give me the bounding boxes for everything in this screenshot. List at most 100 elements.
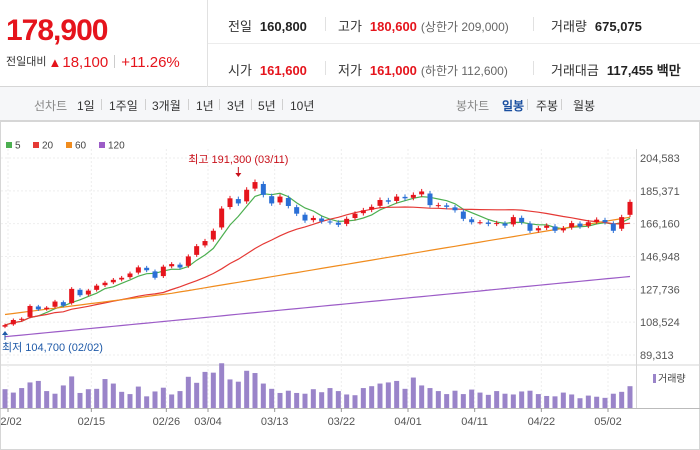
candle-body (169, 264, 175, 267)
volume-bar (110, 383, 116, 408)
stat-divider (533, 61, 534, 75)
volume-bar (60, 385, 66, 408)
candle-body (627, 201, 633, 215)
volume-bar (385, 382, 391, 408)
candle-body (444, 205, 450, 207)
candle-body (127, 273, 133, 278)
volume-bar (560, 392, 566, 408)
candle-body (144, 267, 150, 271)
x-tick-label: 02/02 (0, 416, 22, 428)
low-annotation: 최저 104,700 (02/02) (2, 341, 103, 354)
x-tick-label: 02/15 (78, 416, 106, 428)
volume-bar (352, 395, 358, 408)
toolbar-divider (188, 99, 189, 110)
candle-body (202, 241, 208, 246)
volume-bar (427, 388, 433, 408)
legend-swatch (33, 142, 39, 148)
y-tick-label: 108,524 (640, 317, 680, 329)
open-value: 161,600 (259, 63, 307, 78)
open-label: 시가 (228, 63, 252, 78)
candle-body (260, 183, 266, 195)
ma120-line (4, 275, 631, 338)
candle-body (177, 264, 183, 268)
volume-bar (394, 380, 400, 408)
candlestick-chart[interactable]: 204,583 185,371 166,160 146,948 127,736 108,5… (0, 121, 700, 450)
period-1day[interactable]: 1일 (77, 99, 95, 113)
volume-bar (585, 395, 591, 408)
volume-bar (27, 382, 33, 408)
high-label: 고가 (338, 19, 362, 34)
candle-body (294, 207, 300, 214)
volume-bar (452, 390, 458, 408)
legend-swatch (99, 142, 105, 148)
period-3month[interactable]: 3개월 (152, 99, 181, 113)
candle-weekly[interactable]: 주봉 (536, 99, 559, 113)
candle-body (469, 219, 475, 223)
volume-bar (302, 393, 308, 408)
candle-body (285, 198, 291, 206)
volume-bar (252, 373, 258, 408)
candle-body (94, 285, 100, 290)
candle-body (610, 223, 616, 231)
volume-bar (377, 383, 383, 408)
candle-body (544, 225, 550, 228)
toolbar-divider (561, 99, 562, 110)
candle-body (160, 266, 166, 277)
change-divider (114, 55, 116, 68)
x-tick-label: 03/22 (328, 416, 356, 428)
volume-bar (19, 388, 25, 408)
amount-stat: 거래대금 117,455 백만 (551, 60, 681, 79)
volume-label: 거래량 (551, 19, 587, 34)
candle-body (185, 256, 191, 266)
volume-bar (160, 387, 166, 408)
volume-bar (460, 394, 466, 408)
candle-body (244, 189, 250, 202)
candle-body (85, 290, 91, 295)
period-1year[interactable]: 1년 (196, 99, 214, 113)
candle-body (119, 277, 125, 280)
period-10year[interactable]: 10년 (290, 99, 315, 113)
candle-body (527, 223, 533, 231)
candle-body (519, 217, 525, 223)
candle-body (319, 218, 325, 222)
open-stat: 시가 161,600 (228, 60, 307, 79)
toolbar-divider (282, 99, 283, 110)
volume-bar (552, 396, 558, 408)
volume-bar (260, 383, 266, 408)
high-value: 180,600 (369, 19, 417, 34)
volume-bar (344, 394, 350, 408)
volume-legend-label: 거래량 (658, 373, 686, 385)
candle-chart-label: 봉차트 (456, 99, 490, 113)
volume-bar (69, 376, 75, 408)
volume-bar (619, 391, 625, 408)
current-price: 178,900 (6, 14, 108, 47)
volume-bar (435, 391, 441, 408)
volume-bar (444, 394, 450, 408)
price-summary: 178,900 전일대비 ▲18,100 +11.26% 전일 160,800 고가 1… (0, 0, 700, 87)
candle-body (452, 207, 458, 211)
candle-body (369, 206, 375, 210)
candle-body (19, 318, 25, 320)
period-3year[interactable]: 3년 (227, 99, 245, 113)
period-5year[interactable]: 5년 (258, 99, 276, 113)
volume-bar (102, 379, 108, 408)
y-tick-label: 89,313 (640, 350, 674, 362)
candle-body (394, 196, 400, 201)
candle-body (560, 228, 566, 231)
candle-body (577, 223, 583, 227)
candle-body (602, 220, 608, 223)
candle-body (327, 221, 333, 223)
volume-bar (85, 389, 91, 408)
candle-body (152, 271, 158, 278)
candle-body (377, 200, 383, 206)
candle-body (569, 223, 575, 228)
candle-body (485, 222, 491, 224)
candle-daily[interactable]: 일봉 (502, 99, 525, 113)
volume-bar (10, 392, 16, 408)
volume-bar (577, 398, 583, 408)
volume-bar (144, 396, 150, 408)
volume-bar (310, 389, 316, 408)
period-1week[interactable]: 1주일 (109, 99, 138, 113)
volume-value: 675,075 (594, 19, 642, 34)
candle-monthly[interactable]: 월봉 (573, 99, 596, 113)
